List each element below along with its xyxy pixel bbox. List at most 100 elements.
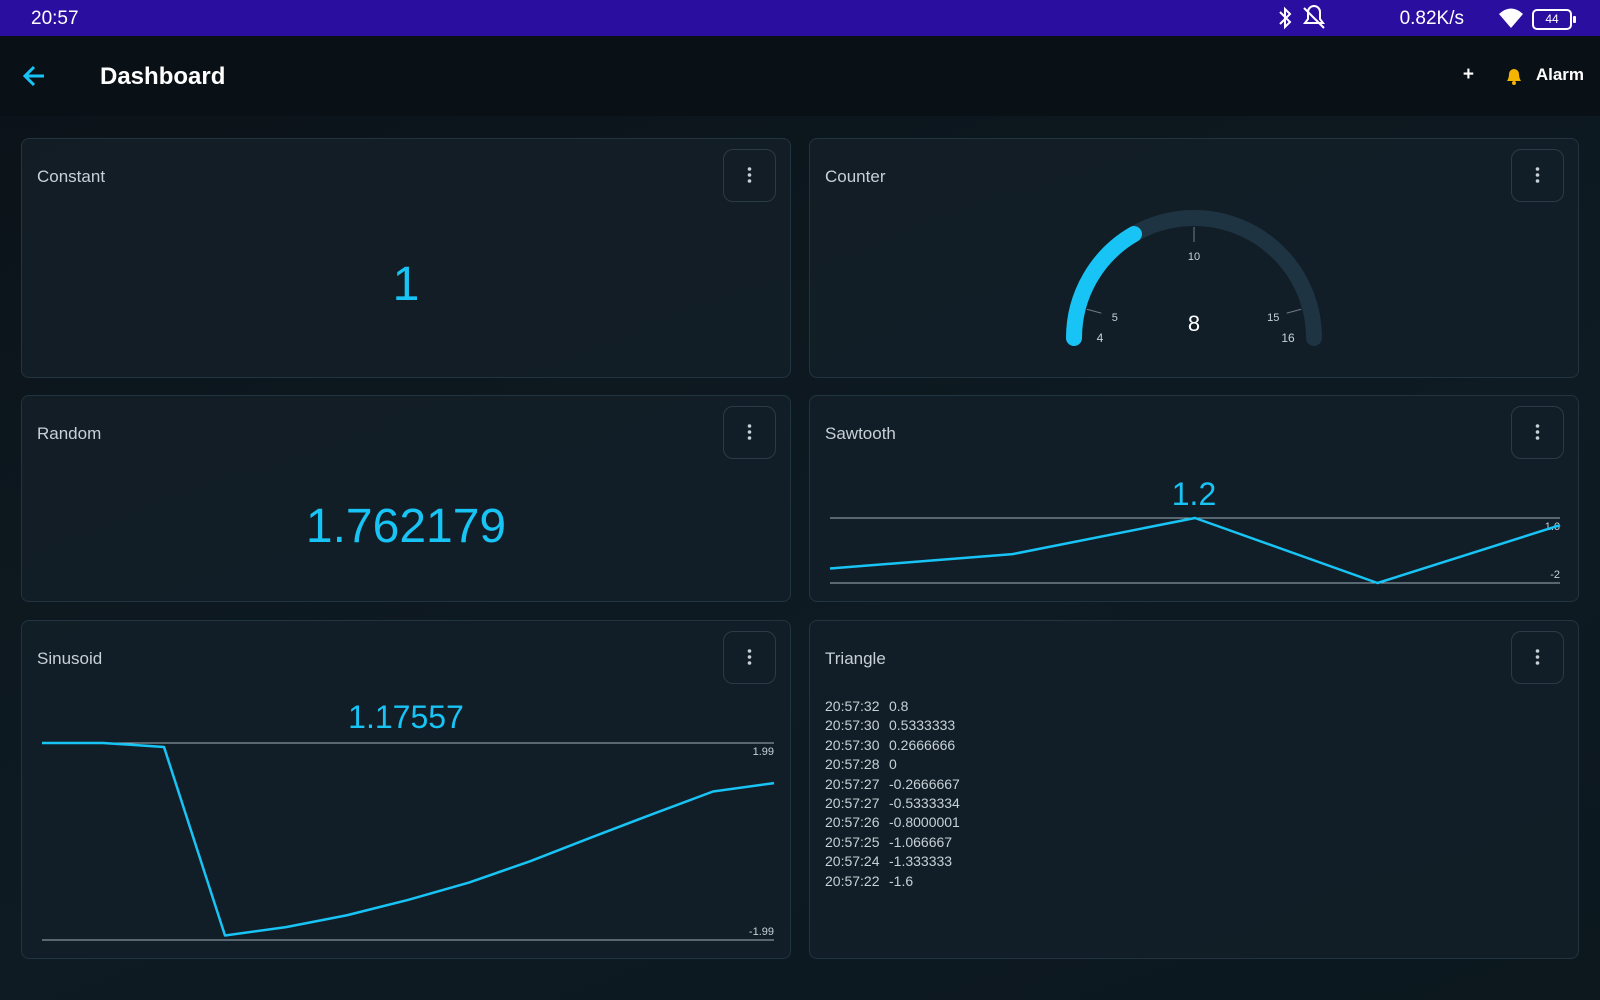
gauge-tick: [1086, 308, 1102, 314]
menu-dot: [1535, 167, 1540, 171]
gauge-tick-label: 15: [1267, 312, 1279, 324]
menu-button[interactable]: [723, 631, 776, 684]
log-row: 20:57:25 -1.066667: [825, 833, 960, 852]
log-value: 0.8: [889, 698, 909, 714]
menu-dot: [747, 173, 752, 177]
y-tick-label: -1.99: [749, 926, 774, 938]
menu-dot: [747, 649, 752, 653]
current-value: 1.2: [1171, 476, 1217, 512]
menu-button[interactable]: [723, 406, 776, 459]
log-value: -0.5333334: [889, 794, 960, 811]
log-time: 20:57:24: [825, 853, 880, 870]
log-row: 20:57:24 -1.333333: [825, 852, 960, 871]
log-time: 20:57:27: [825, 775, 880, 792]
log-value: -1.333333: [889, 853, 953, 870]
current-value: 1: [392, 258, 420, 311]
log-value: 0.2666666: [889, 736, 956, 753]
add-button[interactable]: +: [1462, 64, 1474, 85]
log-row: 20:57:30 0.2666666: [825, 736, 960, 755]
widget-canvas: 5 10 15 4 16 8: [1066, 210, 1322, 346]
widget-title: Constant: [37, 167, 106, 186]
log-time: 20:57:26: [825, 814, 880, 831]
gauge-fill: [1066, 226, 1142, 346]
log-time: 20:57:22: [825, 872, 880, 889]
menu-icon: [747, 649, 752, 665]
menu-icon: [1535, 167, 1540, 183]
current-value: 1.17557: [348, 699, 464, 735]
log-value: -0.8000001: [889, 814, 960, 831]
widget-title: Sinusoid: [37, 649, 103, 668]
log-row: 20:57:26 -0.8000001: [825, 813, 960, 832]
menu-dot: [747, 655, 752, 659]
menu-dot: [1535, 173, 1540, 177]
log-time: 20:57:30: [825, 717, 880, 734]
widget-card: Sinusoid -1.99 1.99 1.17557: [21, 620, 791, 959]
menu-dot: [1535, 436, 1540, 440]
menu-dot: [747, 430, 752, 434]
network-speed: 0.82K/s: [1399, 8, 1464, 29]
alarm-button[interactable]: Alarm: [1535, 65, 1584, 84]
widget-canvas: -1.99 1.99: [42, 741, 775, 941]
menu-dot: [747, 167, 752, 171]
gauge-max-label: 16: [1281, 331, 1295, 345]
clock: 20:57: [31, 8, 79, 29]
y-tick-label: 1.99: [753, 746, 774, 758]
menu-dot: [747, 424, 752, 428]
y-tick-label: -2: [1550, 569, 1560, 581]
log-value: -1.066667: [889, 833, 953, 850]
log-value: -1.6: [889, 872, 914, 889]
menu-dot: [747, 661, 752, 665]
app-bar: Dashboard + Alarm: [0, 36, 1600, 116]
status-bar: 20:57 0.82K/s 44: [0, 0, 1600, 36]
bell-icon: [1507, 69, 1521, 85]
widget-card: Random 1.762179: [21, 395, 791, 602]
menu-dot: [747, 179, 752, 183]
gauge-value: 8: [1188, 311, 1200, 336]
gauge-tick-label: 5: [1112, 312, 1118, 324]
log-value: -0.2666667: [889, 775, 960, 792]
widget-canvas: -21.6: [829, 516, 1561, 585]
menu-button[interactable]: [723, 149, 776, 202]
gauge-tick-label: 10: [1188, 251, 1200, 263]
widget-card: Sawtooth -2 1.6 1.2: [809, 395, 1579, 602]
page-title: Dashboard: [100, 63, 226, 90]
widget-title: Sawtooth: [825, 424, 896, 443]
log-row: 20:57:27 -0.2666667: [825, 775, 960, 794]
log-time: 20:57:28: [825, 756, 880, 773]
gauge-min-label: 4: [1097, 331, 1104, 345]
menu-icon: [1535, 649, 1540, 665]
battery: 44: [1532, 9, 1576, 30]
log-row: 20:57:28 0: [825, 755, 960, 774]
log-row: 20:57:30 0.5333333: [825, 716, 960, 735]
log-time: 20:57:25: [825, 833, 880, 850]
menu-dot: [1535, 179, 1540, 183]
log-time: 20:57:27: [825, 794, 880, 811]
back-button[interactable]: [20, 61, 50, 91]
sparkline: [829, 516, 1561, 585]
gauge-tick: [1286, 308, 1302, 314]
status-icons: [1279, 5, 1325, 30]
menu-dot: [1535, 649, 1540, 653]
menu-dot: [747, 436, 752, 440]
widget-card: Constant 1: [21, 138, 791, 378]
log-time: 20:57:32: [825, 698, 880, 714]
log-row: 20:57:27 -0.5333334: [825, 794, 960, 813]
log-value: 0: [889, 756, 897, 773]
menu-button[interactable]: [1511, 149, 1564, 202]
menu-dot: [1535, 661, 1540, 665]
sparkline: [42, 741, 775, 937]
menu-button[interactable]: [1511, 631, 1564, 684]
menu-dot: [1535, 424, 1540, 428]
log-row: 20:57:22 -1.6: [825, 872, 960, 891]
menu-icon: [747, 167, 752, 183]
wifi-icon: [1499, 8, 1523, 28]
current-value: 1.762179: [305, 500, 507, 553]
widget-card: Triangle 20:57:32 0.8 20:57:30 0.5333333 20:5…: [809, 620, 1579, 959]
log-row: 20:57:32 0.8: [825, 697, 960, 716]
log-list: 20:57:32 0.8 20:57:30 0.5333333 20:57:30 0.26…: [825, 697, 960, 891]
menu-button[interactable]: [1511, 406, 1564, 459]
menu-dot: [1535, 430, 1540, 434]
widget-title: Triangle: [825, 649, 886, 668]
widget-title: Random: [37, 424, 102, 443]
